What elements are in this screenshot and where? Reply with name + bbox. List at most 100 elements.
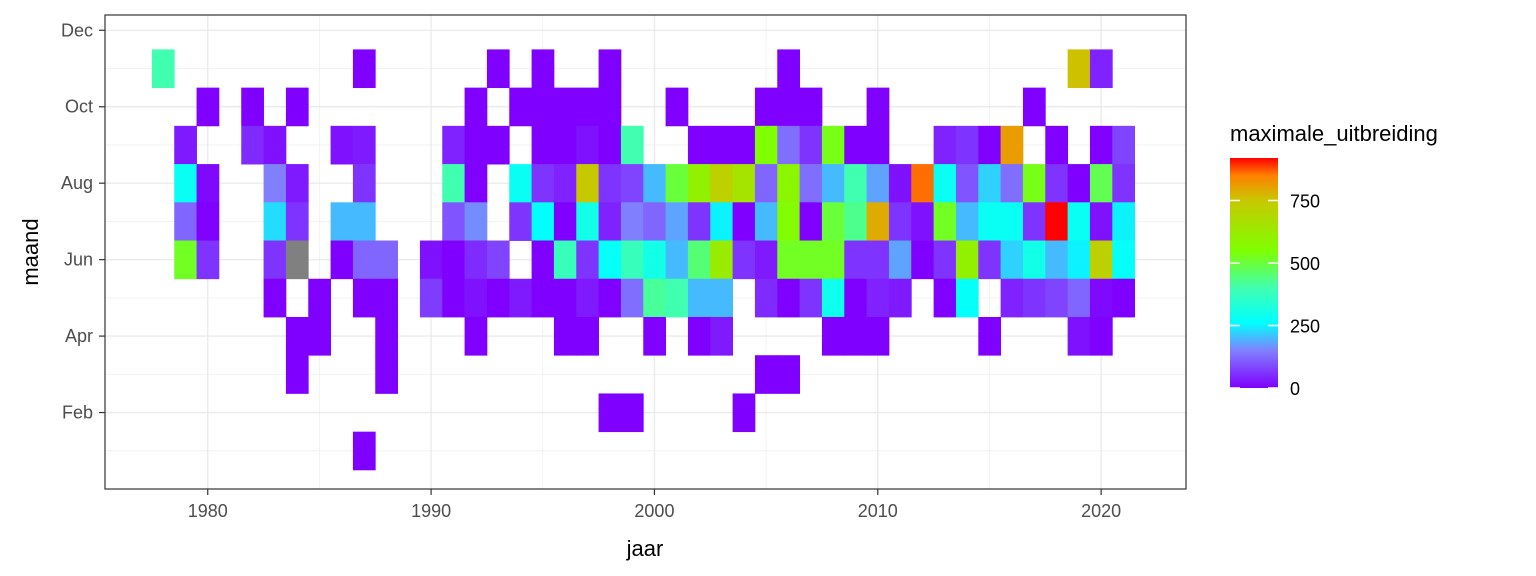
heatmap-cell — [330, 125, 354, 165]
heatmap-cell — [442, 202, 465, 241]
legend-tick-label: 250 — [1290, 317, 1320, 337]
heatmap-cell — [442, 164, 465, 203]
heatmap-cell — [352, 49, 376, 89]
heatmap-cell — [553, 278, 577, 318]
heatmap-cell — [375, 355, 398, 394]
x-axis-title: jaar — [626, 536, 664, 561]
heatmap-cell — [531, 240, 555, 280]
heatmap-cell — [576, 316, 599, 356]
heatmap-cell — [1045, 202, 1069, 241]
heatmap-cell — [553, 164, 577, 203]
heatmap-cell — [933, 278, 957, 318]
heatmap-cell — [1045, 164, 1069, 203]
heatmap-cell — [821, 316, 845, 356]
heatmap-cell — [665, 164, 689, 203]
heatmap-cell — [531, 164, 555, 203]
heatmap-cell — [442, 240, 465, 280]
heatmap-cell — [598, 240, 622, 280]
heatmap-cell — [263, 125, 287, 165]
heatmap-cell — [241, 125, 264, 165]
heatmap-cell — [1045, 240, 1069, 280]
heatmap-cell — [799, 240, 823, 280]
heatmap-cell — [352, 202, 376, 241]
heatmap-cell — [754, 202, 778, 241]
heatmap-cell — [620, 240, 644, 280]
heatmap-cell — [732, 164, 756, 203]
heatmap-cell — [464, 202, 488, 241]
heatmap-cell — [978, 240, 1002, 280]
heatmap-cell — [620, 393, 644, 433]
heatmap-cell — [665, 278, 689, 318]
heatmap-cell — [978, 164, 1002, 203]
heatmap-cell — [196, 202, 220, 241]
heatmap-cell — [486, 240, 510, 280]
y-tick-label: Oct — [65, 97, 93, 117]
y-tick-label: Jun — [64, 250, 93, 270]
heatmap-cell — [196, 87, 220, 127]
heatmap-cell — [576, 125, 599, 165]
heatmap-cell — [888, 202, 912, 241]
heatmap-cells — [151, 49, 1136, 471]
heatmap-cell — [844, 240, 868, 280]
heatmap-cell — [1022, 278, 1046, 318]
heatmap-cell — [576, 202, 599, 241]
heatmap-cell — [509, 278, 532, 318]
heatmap-cell — [263, 240, 287, 280]
heatmap-cell — [754, 164, 778, 203]
heatmap-cell — [1112, 202, 1136, 241]
heatmap-cell — [553, 87, 577, 127]
x-tick-label: 1980 — [188, 501, 228, 521]
heatmap-cell — [777, 240, 800, 280]
heatmap-cell — [777, 164, 800, 203]
heatmap-cell — [978, 202, 1002, 241]
y-tick-label: Dec — [61, 20, 93, 40]
heatmap-cell — [1067, 49, 1091, 89]
heatmap-cell — [375, 278, 398, 318]
heatmap-cell — [598, 202, 622, 241]
heatmap-cell — [687, 240, 711, 280]
heatmap-cell — [866, 316, 890, 356]
heatmap-cell — [241, 87, 264, 127]
heatmap-cell — [1067, 316, 1091, 356]
heatmap-cell — [710, 125, 733, 165]
y-tick-label: Feb — [62, 403, 93, 423]
heatmap-cell — [598, 278, 622, 318]
heatmap-cell — [911, 240, 935, 280]
heatmap-cell — [509, 164, 532, 203]
heatmap-cell — [1022, 164, 1046, 203]
heatmap-cell — [509, 202, 532, 241]
heatmap-cell — [1000, 125, 1024, 165]
heatmap-cell — [330, 202, 354, 241]
heatmap-cell — [754, 240, 778, 280]
heatmap-cell — [620, 278, 644, 318]
heatmap-cell — [754, 355, 778, 394]
heatmap-cell — [1089, 240, 1113, 280]
heatmap-cell — [531, 125, 555, 165]
heatmap-cell — [598, 164, 622, 203]
heatmap-cell — [643, 202, 666, 241]
heatmap-cell — [442, 278, 465, 318]
heatmap-cell — [553, 316, 577, 356]
heatmap-cell — [1045, 125, 1069, 165]
heatmap-cell — [442, 125, 465, 165]
heatmap-cell — [799, 278, 823, 318]
y-axis: Feb Apr Jun Aug Oct Dec — [61, 20, 105, 423]
heatmap-cell — [486, 278, 510, 318]
heatmap-cell — [821, 240, 845, 280]
heatmap-cell — [799, 125, 823, 165]
heatmap-cell — [1067, 202, 1091, 241]
heatmap-cell — [174, 240, 197, 280]
y-axis-title: maand — [18, 218, 43, 285]
legend-ticks: 0 250 500 750 — [1230, 192, 1320, 399]
heatmap-cell — [955, 278, 979, 318]
heatmap-cell — [1022, 240, 1046, 280]
heatmap-cell — [821, 202, 845, 241]
heatmap-cell — [1022, 202, 1046, 241]
heatmap-cell — [285, 240, 309, 280]
heatmap-cell — [933, 164, 957, 203]
heatmap-cell — [911, 202, 935, 241]
x-tick-label: 2010 — [858, 501, 898, 521]
heatmap-cell — [911, 164, 935, 203]
heatmap-cell — [1112, 240, 1136, 280]
heatmap-cell — [375, 240, 398, 280]
